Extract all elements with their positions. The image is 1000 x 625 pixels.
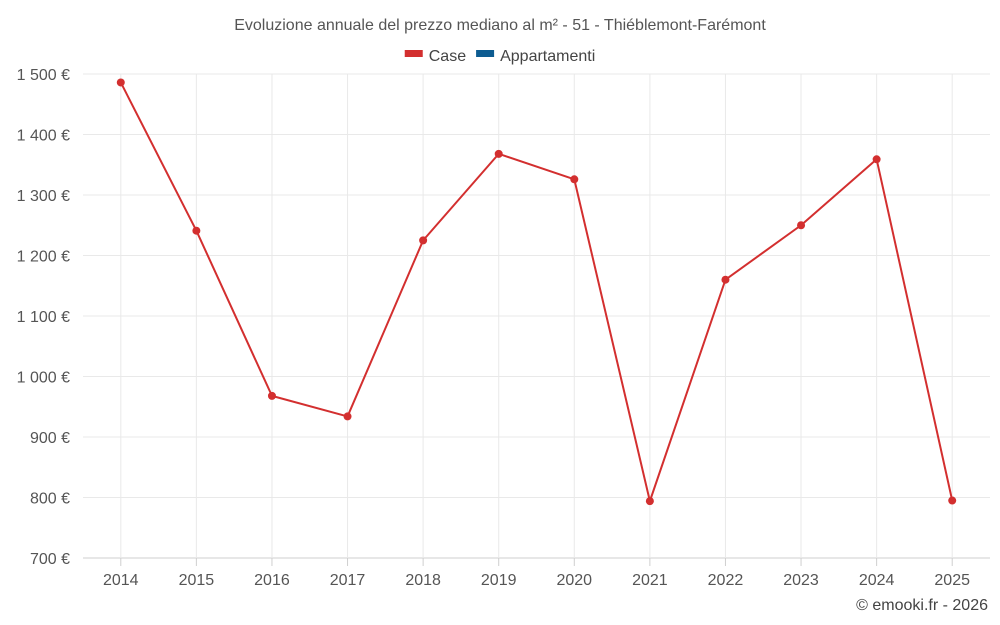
data-point[interactable] [872, 155, 881, 164]
x-tick-label: 2014 [103, 572, 139, 589]
x-tick-label: 2020 [556, 572, 592, 589]
x-tick-label: 2025 [934, 572, 970, 589]
y-tick-label: 1 200 € [17, 249, 70, 266]
series-line [119, 82, 954, 503]
x-tick-label: 2017 [330, 572, 366, 589]
axes: 700 € 800 € 900 € 1 000 € 1 100 € 1 200 € 1 30… [17, 67, 970, 589]
data-point[interactable] [797, 221, 806, 230]
y-tick-label: 1 000 € [17, 370, 70, 387]
y-tick-label: 1 100 € [17, 309, 70, 326]
data-point[interactable] [721, 275, 730, 284]
legend-item-appartamenti[interactable]: Appartamenti [476, 48, 595, 65]
data-point[interactable] [343, 412, 352, 421]
x-tick-label: 2023 [783, 572, 819, 589]
legend-label: Appartamenti [500, 48, 595, 65]
series-layer [116, 78, 957, 506]
grid [83, 73, 990, 559]
x-tick-label: 2021 [632, 572, 668, 589]
chart-title: Evoluzione annuale del prezzo mediano al… [234, 17, 766, 34]
data-point[interactable] [948, 496, 957, 505]
y-tick-label: 800 € [30, 491, 70, 508]
y-tick-label: 1 500 € [17, 67, 70, 84]
y-tick-label: 900 € [30, 430, 70, 447]
legend-swatch [404, 50, 423, 57]
data-point[interactable] [192, 226, 201, 235]
x-tick-label: 2015 [179, 572, 215, 589]
legend: Case Appartamenti [404, 48, 595, 65]
data-point[interactable] [267, 391, 276, 400]
x-tick-label: 2016 [254, 572, 290, 589]
legend-item-case[interactable]: Case [404, 48, 466, 65]
credit-text: © emooki.fr - 2026 [856, 597, 988, 614]
data-point[interactable] [645, 497, 654, 506]
x-tick-label: 2022 [708, 572, 744, 589]
series-case [116, 78, 957, 506]
y-tick-label: 1 400 € [17, 128, 70, 145]
x-tick-label: 2019 [481, 572, 517, 589]
legend-label: Case [429, 48, 466, 65]
legend-swatch [476, 50, 495, 57]
data-point[interactable] [570, 175, 579, 184]
y-tick-label: 700 € [30, 551, 70, 568]
data-point[interactable] [494, 149, 503, 158]
data-point[interactable] [419, 236, 428, 245]
x-tick-label: 2024 [859, 572, 895, 589]
x-tick-label: 2018 [405, 572, 441, 589]
y-tick-label: 1 300 € [17, 188, 70, 205]
data-point[interactable] [116, 78, 125, 87]
